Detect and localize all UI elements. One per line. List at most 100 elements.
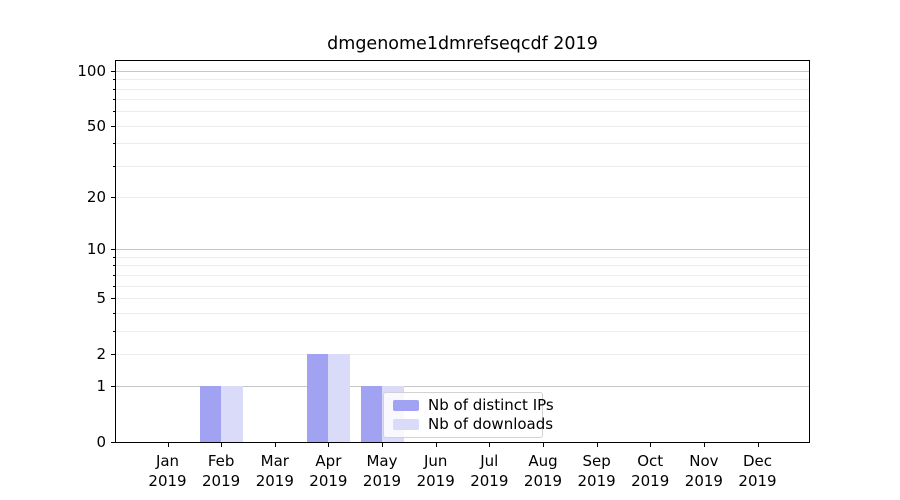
- y-tick-mark: [111, 297, 115, 299]
- y-minor-tick-mark: [113, 265, 115, 267]
- grid-line-minor: [116, 265, 809, 267]
- x-tick-label: Mar 2019: [243, 452, 307, 491]
- grid-line-minor: [116, 125, 809, 127]
- x-tick-mark: [435, 443, 437, 447]
- grid-line-minor: [116, 165, 809, 167]
- x-tick-year: 2019: [148, 471, 187, 490]
- x-tick-label: Aug 2019: [511, 452, 575, 491]
- grid-line-major: [116, 386, 809, 388]
- y-tick-label: 5: [96, 288, 106, 307]
- x-tick-mark: [489, 443, 491, 447]
- y-minor-tick-mark: [113, 79, 115, 81]
- x-tick-mark: [328, 443, 330, 447]
- grid-line-minor: [116, 99, 809, 101]
- x-tick-month: Mar: [260, 452, 289, 470]
- grid-line-minor: [116, 297, 809, 299]
- y-minor-tick-mark: [113, 165, 115, 167]
- grid-line-minor: [116, 143, 809, 145]
- x-tick-label: Oct 2019: [618, 452, 682, 491]
- y-minor-tick-mark: [113, 99, 115, 101]
- bar-downloads: [328, 353, 350, 442]
- x-tick-month: Oct: [637, 452, 664, 470]
- y-tick-mark: [111, 70, 115, 72]
- x-tick-mark: [274, 443, 276, 447]
- x-tick-label: Jul 2019: [457, 452, 521, 491]
- x-tick-month: Nov: [689, 452, 719, 470]
- x-tick-month: Jul: [480, 452, 499, 470]
- y-tick-mark: [111, 125, 115, 127]
- x-tick-month: May: [366, 452, 398, 470]
- legend-row-downloads: Nb of downloads: [393, 415, 553, 434]
- x-tick-mark: [703, 443, 705, 447]
- x-tick-year: 2019: [684, 471, 723, 490]
- grid-layer: [116, 61, 809, 442]
- grid-line-minor: [116, 111, 809, 113]
- bar-downloads: [221, 386, 243, 442]
- grid-line-minor: [116, 256, 809, 258]
- legend-row-distinct-ips: Nb of distinct IPs: [393, 396, 554, 415]
- y-tick-label: 1: [96, 377, 106, 396]
- y-minor-tick-mark: [113, 111, 115, 113]
- x-tick-month: Aug: [528, 452, 558, 470]
- legend: Nb of distinct IPs Nb of downloads: [383, 392, 554, 438]
- x-tick-label: Nov 2019: [672, 452, 736, 491]
- bar-layer: [116, 61, 809, 442]
- x-tick-year: 2019: [577, 471, 616, 490]
- grid-line-minor: [116, 353, 809, 355]
- x-tick-year: 2019: [416, 471, 455, 490]
- y-tick-mark: [111, 442, 115, 443]
- x-tick-year: 2019: [738, 471, 777, 490]
- x-tick-mark: [757, 443, 759, 447]
- y-tick-mark: [111, 353, 115, 355]
- y-tick-mark: [111, 249, 115, 251]
- x-tick-month: Apr: [315, 452, 342, 470]
- y-minor-tick-mark: [113, 274, 115, 276]
- grid-line-minor: [116, 330, 809, 332]
- y-minor-tick-mark: [113, 143, 115, 145]
- y-minor-tick-mark: [113, 285, 115, 287]
- x-tick-mark: [543, 443, 544, 447]
- y-tick-mark: [111, 386, 115, 388]
- chart-title: dmgenome1dmrefseqcdf 2019: [327, 34, 598, 54]
- x-tick-month: Jan: [155, 452, 180, 470]
- grid-line-minor: [116, 274, 809, 276]
- bar-distinct-ips: [307, 353, 329, 442]
- x-tick-month: Sep: [582, 452, 611, 470]
- bar-distinct-ips: [199, 386, 222, 442]
- y-tick-label: 10: [86, 240, 106, 259]
- grid-line-minor: [116, 197, 809, 199]
- x-tick-mark: [221, 443, 223, 447]
- x-tick-mark: [596, 443, 598, 447]
- y-minor-tick-mark: [113, 88, 115, 90]
- x-tick-year: 2019: [523, 471, 563, 490]
- y-minor-tick-mark: [113, 256, 115, 258]
- x-tick-year: 2019: [362, 471, 402, 490]
- plot-area: Nb of distinct IPs Nb of downloads: [115, 60, 810, 443]
- x-tick-label: Feb 2019: [189, 452, 253, 491]
- x-tick-year: 2019: [470, 471, 509, 490]
- x-tick-mark: [167, 443, 169, 447]
- legend-swatch-downloads-icon: [393, 419, 419, 430]
- x-tick-mark: [650, 443, 652, 447]
- y-tick-label: 20: [86, 188, 106, 207]
- x-tick-label: Sep 2019: [565, 452, 629, 491]
- x-tick-label: Jan 2019: [136, 452, 200, 491]
- x-tick-month: Dec: [742, 452, 773, 470]
- y-minor-tick-mark: [113, 330, 115, 332]
- y-tick-label: 2: [96, 344, 106, 363]
- grid-line-minor: [116, 285, 809, 287]
- y-tick-label: 50: [86, 116, 106, 135]
- x-tick-year: 2019: [202, 471, 241, 490]
- x-tick-label: Apr 2019: [296, 452, 360, 491]
- x-tick-month: Feb: [207, 452, 235, 470]
- x-tick-label: Dec 2019: [726, 452, 790, 491]
- grid-line-major: [116, 249, 809, 251]
- grid-line-minor: [116, 79, 809, 81]
- x-tick-year: 2019: [631, 471, 670, 490]
- grid-line-minor: [116, 312, 809, 314]
- x-tick-label: Jun 2019: [404, 452, 468, 491]
- x-tick-label: May 2019: [350, 452, 414, 491]
- bar-distinct-ips: [360, 386, 383, 442]
- x-tick-year: 2019: [309, 471, 348, 490]
